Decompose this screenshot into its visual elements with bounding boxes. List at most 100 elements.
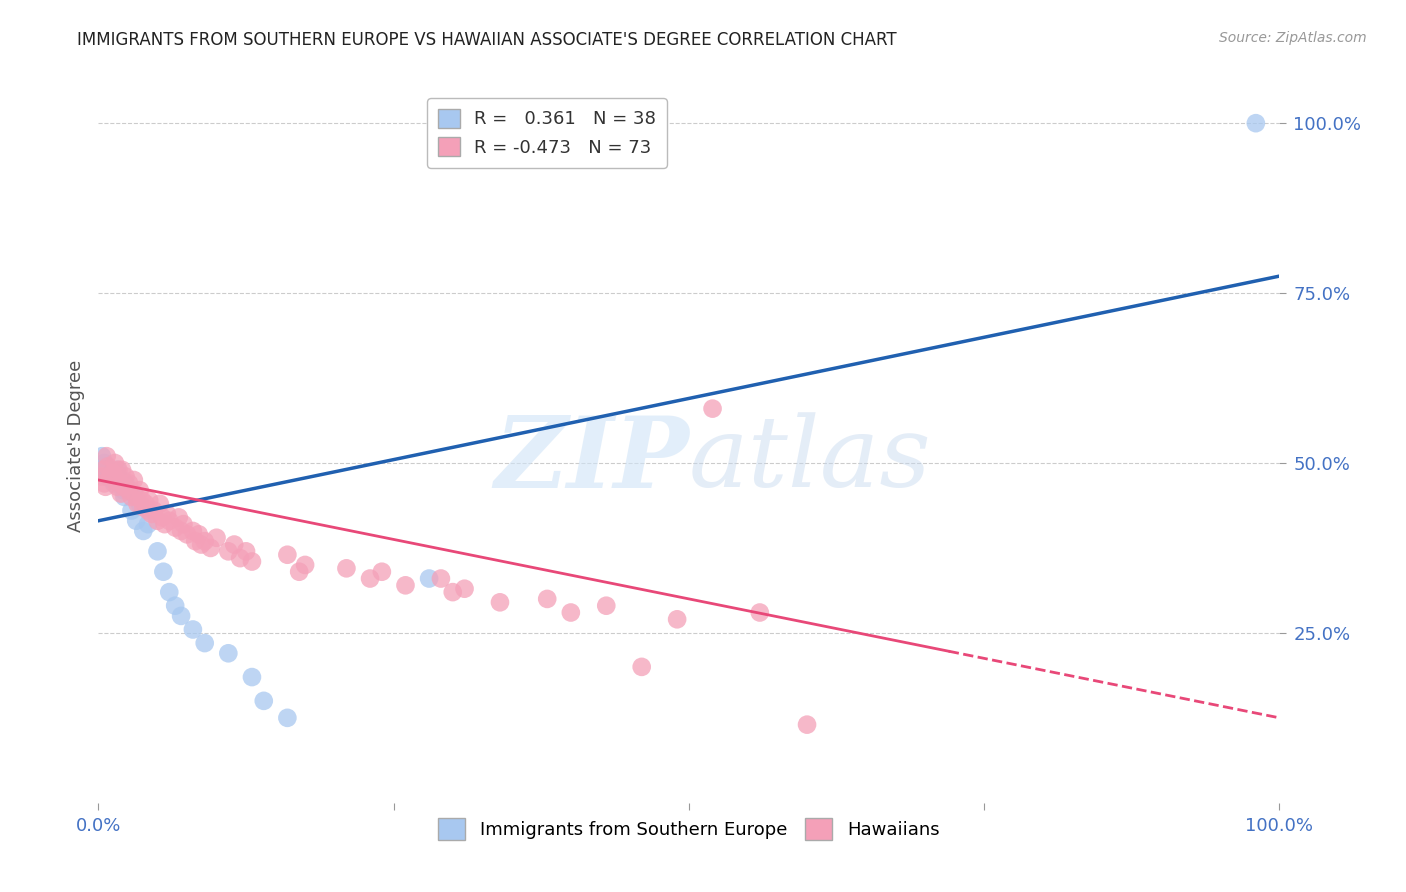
Legend: Immigrants from Southern Europe, Hawaiians: Immigrants from Southern Europe, Hawaiia… [432, 811, 946, 847]
Point [253, 694, 276, 708]
Text: ZIP: ZIP [494, 412, 689, 508]
Point [94, 463, 117, 477]
Point [117, 483, 139, 498]
Point [98, 466, 121, 480]
Point [371, 565, 394, 579]
Point [335, 561, 357, 575]
Point [157, 514, 180, 528]
Y-axis label: Associate's Degree: Associate's Degree [66, 359, 84, 533]
Point [114, 469, 136, 483]
Point [122, 486, 145, 500]
Point [97, 463, 120, 477]
Point [184, 534, 207, 549]
Point [170, 524, 193, 538]
Point [131, 493, 153, 508]
Point [796, 717, 818, 731]
Point [135, 497, 157, 511]
Point [103, 476, 125, 491]
Point [235, 544, 257, 558]
Point [288, 565, 311, 579]
Point [142, 503, 165, 517]
Point [748, 606, 770, 620]
Point [630, 660, 652, 674]
Point [170, 608, 193, 623]
Point [167, 510, 190, 524]
Point [136, 503, 159, 517]
Point [153, 517, 176, 532]
Point [217, 646, 239, 660]
Point [149, 497, 172, 511]
Point [1244, 116, 1267, 130]
Point [96, 469, 118, 483]
Point [240, 555, 263, 569]
Point [98, 469, 121, 483]
Point [91, 459, 114, 474]
Point [536, 591, 558, 606]
Point [172, 517, 194, 532]
Point [93, 456, 115, 470]
Point [132, 524, 155, 538]
Point [101, 473, 124, 487]
Point [181, 524, 204, 538]
Point [108, 476, 131, 491]
Point [121, 503, 143, 517]
Point [229, 551, 252, 566]
Point [125, 514, 148, 528]
Point [666, 612, 689, 626]
Point [595, 599, 617, 613]
Point [101, 466, 124, 480]
Point [200, 541, 222, 555]
Point [128, 483, 150, 498]
Text: IMMIGRANTS FROM SOUTHERN EUROPE VS HAWAIIAN ASSOCIATE'S DEGREE CORRELATION CHART: IMMIGRANTS FROM SOUTHERN EUROPE VS HAWAI… [77, 31, 897, 49]
Point [702, 401, 724, 416]
Point [165, 599, 187, 613]
Point [146, 544, 169, 558]
Point [181, 623, 204, 637]
Point [112, 483, 135, 498]
Point [190, 537, 212, 551]
Point [132, 500, 155, 515]
Point [150, 510, 173, 524]
Point [138, 493, 160, 508]
Point [91, 449, 114, 463]
Point [418, 572, 440, 586]
Point [136, 517, 159, 532]
Point [93, 476, 115, 491]
Text: atlas: atlas [689, 413, 932, 508]
Point [152, 565, 174, 579]
Point [359, 572, 381, 586]
Point [121, 490, 143, 504]
Point [96, 449, 118, 463]
Point [441, 585, 464, 599]
Point [276, 548, 298, 562]
Point [105, 480, 128, 494]
Point [240, 670, 263, 684]
Point [122, 473, 145, 487]
Point [107, 463, 129, 477]
Point [156, 507, 179, 521]
Point [112, 480, 135, 494]
Point [111, 473, 134, 487]
Point [157, 585, 180, 599]
Point [108, 476, 131, 491]
Point [176, 527, 198, 541]
Point [489, 595, 512, 609]
Point [112, 490, 135, 504]
Point [453, 582, 475, 596]
Point [94, 480, 117, 494]
Point [430, 572, 453, 586]
Point [114, 476, 136, 491]
Point [105, 473, 128, 487]
Text: Source: ZipAtlas.com: Source: ZipAtlas.com [1219, 31, 1367, 45]
Point [146, 514, 169, 528]
Point [104, 456, 127, 470]
Point [105, 463, 128, 477]
Point [194, 636, 217, 650]
Point [97, 459, 120, 474]
Point [118, 476, 141, 491]
Point [276, 711, 298, 725]
Point [98, 466, 121, 480]
Point [127, 497, 149, 511]
Point [294, 558, 316, 572]
Point [194, 534, 217, 549]
